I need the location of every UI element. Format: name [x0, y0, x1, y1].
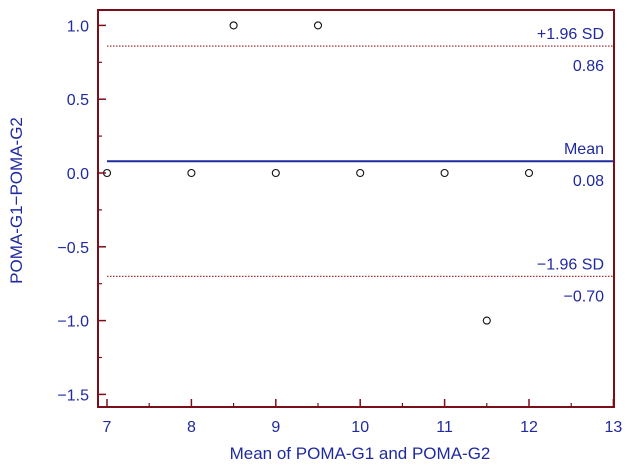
y-axis: 1.0 0.5 0.0 −0.5 −1.0 −1.5 — [57, 18, 106, 404]
mean-value: 0.08 — [573, 173, 604, 190]
x-tick-label: 12 — [520, 419, 538, 436]
lower-limit-label: −1.96 SD — [537, 256, 604, 273]
x-tick-label: 8 — [187, 419, 196, 436]
x-tick-label: 7 — [103, 419, 112, 436]
mean-label: Mean — [564, 141, 604, 158]
data-points — [102, 21, 534, 325]
x-axis: 7 8 9 10 11 12 13 — [103, 399, 623, 436]
x-tick-label: 13 — [605, 419, 623, 436]
upper-limit-value: 0.86 — [573, 58, 604, 75]
upper-limit-label: +1.96 SD — [537, 26, 604, 43]
data-point — [229, 21, 238, 30]
y-tick-label: 0.5 — [67, 92, 89, 109]
plot-frame — [97, 9, 615, 408]
x-tick-label: 9 — [271, 419, 280, 436]
x-tick-label: 10 — [351, 419, 369, 436]
lower-limit-value: −0.70 — [564, 288, 605, 305]
data-point — [524, 168, 534, 178]
data-point — [356, 168, 365, 178]
reference-lines: +1.96 SD 0.86 Mean 0.08 −1.96 SD −0.70 — [107, 26, 613, 305]
y-tick-label: −0.5 — [57, 240, 89, 257]
data-point — [440, 168, 449, 178]
x-axis-label: Mean of POMA-G1 and POMA-G2 — [230, 444, 491, 463]
y-axis-label: POMA-G1−POMA-G2 — [7, 117, 26, 284]
x-tick-label: 11 — [436, 419, 453, 436]
y-tick-label: 0.0 — [67, 166, 89, 183]
data-point — [313, 21, 323, 30]
y-tick-label: −1.5 — [57, 387, 89, 404]
y-tick-label: 1.0 — [67, 18, 89, 35]
y-tick-label: −1.0 — [57, 314, 89, 331]
data-point — [271, 168, 280, 178]
data-point — [187, 168, 196, 178]
data-point — [482, 316, 491, 325]
